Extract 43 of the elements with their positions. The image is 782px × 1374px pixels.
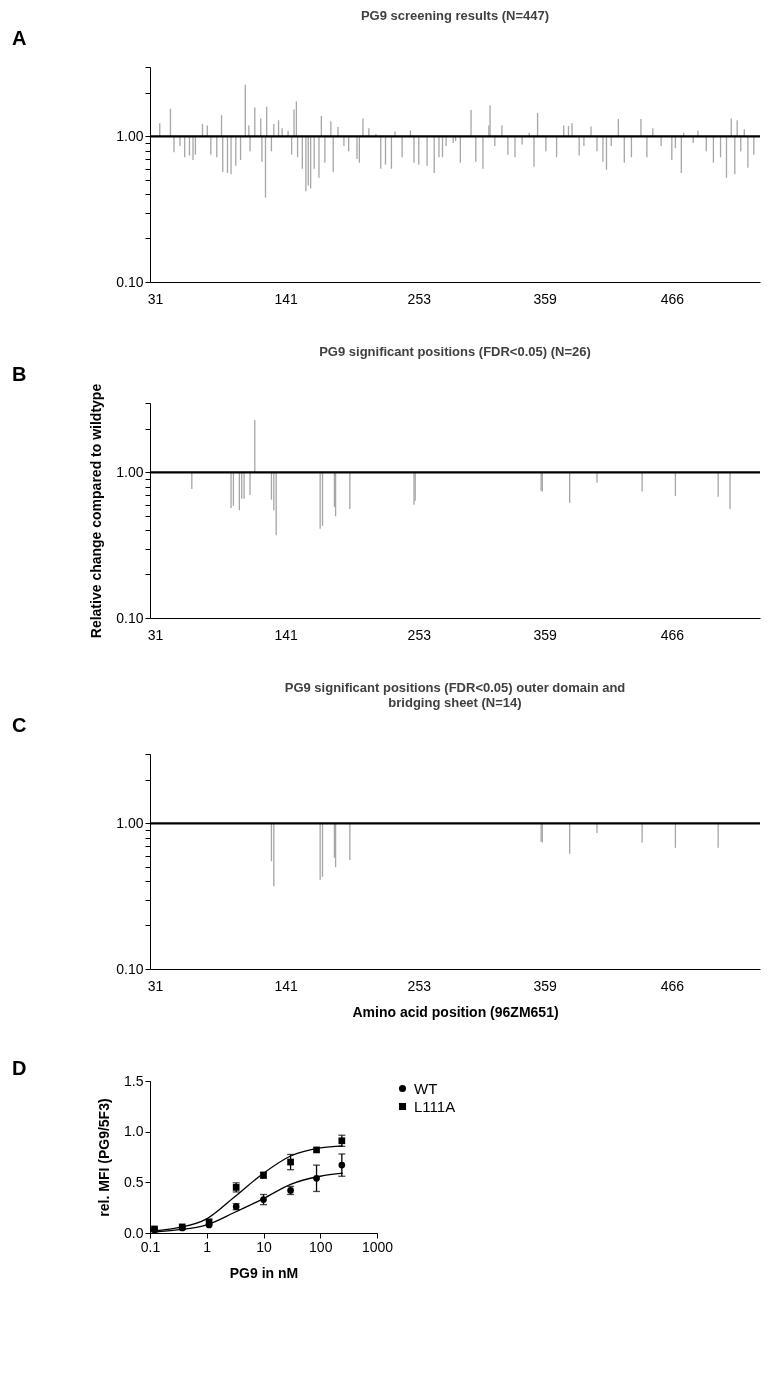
chart-title: PG9 significant positions (FDR<0.05) outer domain and bridging sheet (N=14): [284, 680, 626, 710]
text: D: [12, 1057, 27, 1079]
x-tick-label: 253: [407, 626, 432, 643]
x-axis-title: Amino acid position (96ZM651): [352, 1003, 559, 1020]
x-tick-label: 359: [533, 290, 558, 307]
x-tick-label: 359: [533, 626, 558, 643]
y-tick-label: 1.5: [124, 1072, 144, 1089]
x-tick-label: 141: [274, 626, 299, 643]
x-tick-label: 100: [309, 1238, 333, 1255]
legend-label: L111A: [414, 1097, 456, 1115]
x-tick-label: 31: [147, 290, 164, 307]
x-tick-label: 466: [660, 626, 685, 643]
y-tick-label: 1.00: [116, 814, 144, 831]
chart-title: PG9 screening results (N=447): [360, 8, 550, 23]
text: A: [12, 27, 27, 49]
text: B: [12, 363, 27, 385]
x-tick-label: 31: [147, 626, 164, 643]
x-tick-label: 10: [256, 1238, 272, 1255]
y-axis-title: rel. MFI (PG9/5F3): [96, 1098, 113, 1217]
y-axis-title: Relative change compared to wildtype: [88, 383, 105, 639]
x-tick-label: 466: [660, 977, 685, 994]
x-tick-label: 141: [274, 977, 299, 994]
legend-label: WT: [414, 1079, 438, 1097]
y-tick-label: 1.00: [116, 463, 144, 480]
x-axis-title: PG9 in nM: [229, 1264, 299, 1281]
y-tick-label: 0.5: [124, 1173, 144, 1190]
y-tick-label: 1.0: [124, 1123, 144, 1140]
y-tick-label: 0.10: [116, 960, 144, 977]
y-tick-label: 0.0: [124, 1224, 144, 1241]
y-tick-label: 1.00: [116, 127, 144, 144]
y-tick-label: 0.10: [116, 273, 144, 290]
x-tick-label: 1: [203, 1238, 212, 1255]
chart-title: PG9 significant positions (FDR<0.05) (N=26): [319, 344, 591, 359]
x-tick-label: 253: [407, 290, 432, 307]
x-tick-label: 359: [533, 977, 558, 994]
text: C: [12, 714, 27, 736]
x-tick-label: 141: [274, 290, 299, 307]
x-tick-label: 1000: [361, 1238, 394, 1255]
x-tick-label: 31: [147, 977, 164, 994]
x-tick-label: 466: [660, 290, 685, 307]
x-tick-label: 253: [407, 977, 432, 994]
y-tick-label: 0.10: [116, 609, 144, 626]
x-tick-label: 0.1: [140, 1238, 161, 1255]
